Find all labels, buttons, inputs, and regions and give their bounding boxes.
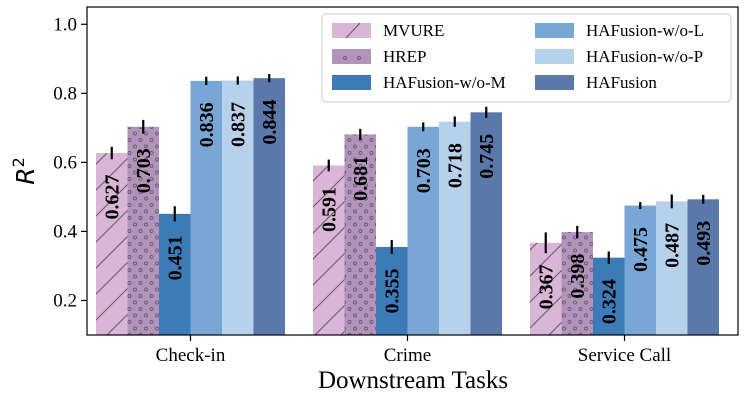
bar [593,257,625,335]
legend-hatch [345,22,361,39]
data-label: 0.844 [259,100,281,145]
legend-swatch [332,23,371,38]
y-tick-label: 0.4 [53,221,77,242]
bar [407,126,439,336]
data-label: 0.703 [413,148,435,193]
bar [190,80,222,335]
data-label: 0.493 [693,221,715,266]
bar-hatch [344,134,376,335]
legend-label: HAFusion [586,73,657,92]
data-label: 0.367 [536,264,558,309]
bar [624,205,656,335]
bar [656,201,688,335]
bar-hatch [530,242,562,335]
legend-swatch [332,49,371,64]
bar [470,112,502,335]
bar [687,199,719,335]
legend-frame [321,13,732,103]
data-label: 0.591 [319,187,341,232]
y-tick-label: 0.6 [53,152,77,173]
bar [376,246,408,335]
x-tick-label: Service Call [578,345,671,366]
legend-hatch [343,56,347,60]
legend-label: HAFusion-w/o-M [383,73,506,92]
legend-label: HAFusion-w/o-P [586,47,703,66]
legend-swatch [535,75,574,90]
data-label: 0.487 [662,223,684,268]
data-label: 0.718 [445,143,467,188]
legend-label: HAFusion-w/o-L [586,21,704,40]
plot-frame [86,6,739,336]
data-label: 0.836 [196,102,218,147]
y-tick-label: 0.8 [53,83,77,104]
bar [253,78,285,336]
data-label: 0.451 [165,235,187,280]
legend-label: MVURE [383,21,444,40]
bar [159,213,191,335]
bar [222,80,254,336]
legend-swatch [535,49,574,64]
data-label: 0.745 [476,134,498,179]
data-label: 0.324 [599,279,621,324]
legend-hatch [357,56,361,60]
bar [439,121,471,335]
data-label: 0.355 [382,268,404,313]
data-label: 0.703 [133,148,155,193]
bar-hatch [561,232,593,335]
y-axis-title: R2 [9,157,40,185]
y-tick-label: 0.2 [53,290,77,311]
bar-hatch [127,126,159,336]
x-tick-label: Check-in [156,345,226,366]
x-tick-label: Crime [384,345,432,366]
y-axis-title-superscript: 2 [9,157,28,167]
data-label: 0.681 [350,156,372,201]
legend-label: HREP [383,47,426,66]
x-axis-title: Downstream Tasks [318,367,508,394]
bar-hatch [313,165,345,335]
legend: MVURE HREP HAFusion-w/o-M HAFusion-w/o-L HAF… [321,13,732,103]
legend-swatch [535,23,574,38]
data-label: 0.398 [567,254,589,299]
bar-hatch [96,153,128,335]
data-label: 0.475 [630,227,652,272]
data-label: 0.627 [102,175,124,220]
y-axis-title-base: R [11,167,40,184]
y-tick-label: 1.0 [53,14,77,35]
legend-swatch [332,75,371,90]
data-label: 0.837 [228,102,250,147]
